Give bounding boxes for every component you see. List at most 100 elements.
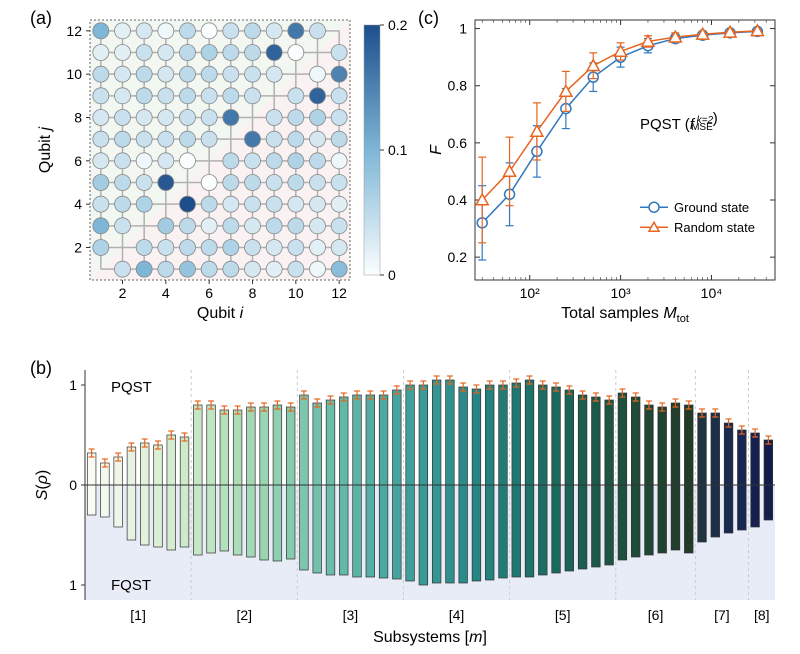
heatmap-node — [331, 261, 347, 277]
x-tick: 10 — [288, 285, 304, 301]
heatmap-node — [136, 196, 152, 212]
figure: 2468101224681012Qubit iQubit j(a)00.10.2… — [0, 0, 800, 654]
heatmap-node — [115, 261, 131, 277]
bar-lower — [220, 485, 229, 551]
heatmap-node — [201, 88, 217, 104]
heatmap-node — [201, 261, 217, 277]
bar-lower — [140, 485, 149, 545]
heatmap-node — [331, 153, 347, 169]
bar-upper — [645, 405, 654, 485]
lower-annot: FQST — [111, 577, 151, 594]
heatmap-node — [136, 131, 152, 147]
panel-c-label: (c) — [418, 8, 439, 28]
heatmap-node — [201, 240, 217, 256]
heatmap-node — [310, 131, 326, 147]
heatmap-node — [266, 131, 282, 147]
bar-lower — [671, 485, 680, 550]
x-tick: 2 — [119, 285, 127, 301]
bar-lower — [379, 485, 388, 578]
bar-lower — [738, 485, 747, 530]
colorbar — [364, 25, 380, 275]
heatmap-node — [136, 88, 152, 104]
heatmap-node — [223, 23, 239, 39]
bar-lower — [247, 485, 256, 557]
heatmap-node — [245, 175, 261, 191]
bar-upper — [446, 380, 455, 485]
heatmap-node — [288, 23, 304, 39]
heatmap-node — [158, 131, 174, 147]
heatmap-node — [288, 45, 304, 61]
heatmap-node — [245, 261, 261, 277]
heatmap-node — [223, 175, 239, 191]
y-tick: 1 — [459, 21, 467, 37]
x-tick: 10² — [520, 285, 541, 301]
heatmap-node — [310, 196, 326, 212]
y-tick: 1 — [69, 577, 77, 593]
bar-upper — [711, 413, 720, 485]
bar-upper — [167, 435, 176, 485]
bar-upper — [738, 430, 747, 485]
group-label: [2] — [236, 607, 252, 623]
heatmap-node — [223, 218, 239, 234]
bar-lower — [592, 485, 601, 567]
heatmap-node — [266, 110, 282, 126]
y-tick: 4 — [74, 196, 82, 212]
heatmap-node — [93, 153, 109, 169]
bar-lower — [180, 485, 189, 547]
heatmap-node — [180, 110, 196, 126]
heatmap-node — [331, 218, 347, 234]
heatmap-node — [158, 153, 174, 169]
colorbar-tick: 0.2 — [388, 17, 408, 33]
heatmap-node — [136, 240, 152, 256]
bar-lower — [684, 485, 693, 553]
panel-b-label: (b) — [30, 358, 52, 378]
bar-lower — [286, 485, 295, 559]
heatmap-node — [310, 153, 326, 169]
bar-upper — [393, 390, 402, 485]
bar-upper — [684, 405, 693, 485]
heatmap-node — [93, 45, 109, 61]
heatmap-node — [201, 23, 217, 39]
bar-upper — [207, 405, 216, 485]
bar-upper — [764, 440, 773, 485]
bar-upper — [671, 403, 680, 485]
x-tick: 12 — [331, 285, 347, 301]
bar-lower — [393, 485, 402, 579]
heatmap-node — [245, 66, 261, 82]
bar-upper — [140, 443, 149, 485]
bar-upper — [260, 407, 269, 485]
bar-lower — [260, 485, 269, 560]
heatmap-node — [115, 153, 131, 169]
bar-upper — [326, 400, 335, 485]
bar-upper — [87, 453, 96, 485]
heatmap-node — [180, 240, 196, 256]
bar-lower — [472, 485, 481, 581]
x-tick: 8 — [249, 285, 257, 301]
bar-lower — [764, 485, 773, 520]
bar-upper — [618, 393, 627, 485]
heatmap-node — [93, 218, 109, 234]
heatmap-node — [331, 45, 347, 61]
heatmap-node — [288, 153, 304, 169]
heatmap-node — [223, 110, 239, 126]
bar-lower — [459, 485, 468, 583]
bar-lower — [485, 485, 494, 580]
heatmap-node — [115, 45, 131, 61]
bar-upper — [592, 397, 601, 485]
heatmap-node — [310, 218, 326, 234]
heatmap-node — [310, 88, 326, 104]
group-label: [1] — [130, 607, 146, 623]
y-tick: 6 — [74, 153, 82, 169]
heatmap-node — [331, 88, 347, 104]
y-tick: 0 — [69, 477, 77, 493]
bar-lower — [366, 485, 375, 577]
heatmap-node — [331, 175, 347, 191]
bar-lower — [552, 485, 561, 573]
y-tick: 0.4 — [448, 192, 468, 208]
heatmap-node — [288, 88, 304, 104]
bar-lower — [698, 485, 707, 542]
heatmap-node — [136, 45, 152, 61]
upper-annot: PQST — [111, 379, 152, 396]
heatmap-node — [331, 240, 347, 256]
y-tick: 0.6 — [448, 135, 468, 151]
